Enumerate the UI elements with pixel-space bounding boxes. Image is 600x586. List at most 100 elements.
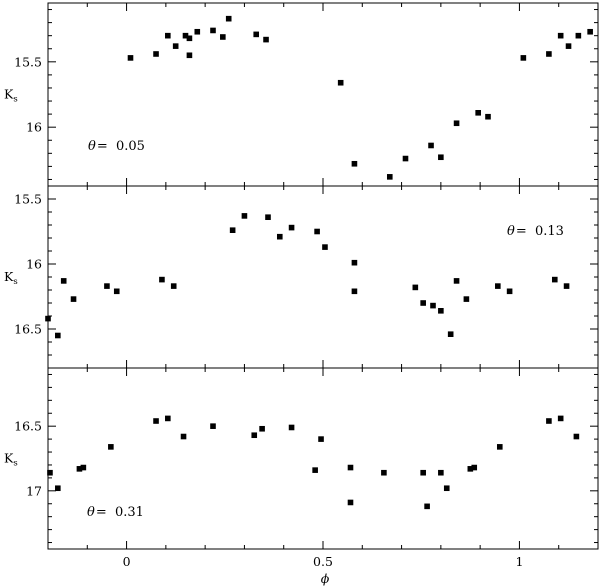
y-axis-label: Ks (4, 451, 18, 469)
theta-annotation: θ= 0.05 (88, 139, 145, 154)
data-point (424, 503, 430, 510)
data-point (180, 433, 187, 440)
data-point (153, 51, 159, 57)
data-point (471, 464, 478, 471)
data-point (314, 228, 320, 235)
panel-frame (47, 185, 599, 369)
data-point (386, 174, 393, 180)
panel-top: 15.5 16 Ks θ= 0.05 (4, 2, 599, 187)
data-point (438, 154, 444, 161)
data-point (60, 278, 67, 284)
data-point (381, 469, 387, 476)
data-point (70, 296, 77, 302)
data-point (420, 300, 426, 306)
data-point (55, 332, 61, 339)
y-tick-label: 16 (26, 120, 42, 135)
data-point (575, 32, 582, 39)
data-point (55, 485, 61, 492)
data-point (496, 444, 503, 450)
data-point (428, 142, 434, 149)
data-point (347, 499, 354, 506)
panel-bottom: 16.5 17 0 0.5 1 Ks ϕ θ= 0.31 (4, 367, 599, 586)
y-tick-label: 16.5 (14, 419, 42, 434)
data-point (520, 55, 527, 61)
y-tick-label: 16.5 (14, 322, 42, 337)
data-point (563, 283, 570, 289)
panel-middle: 15.5 16 16.5 Ks θ= 0.13 (4, 185, 599, 369)
x-axis-label: ϕ (321, 571, 330, 586)
data-point (80, 464, 87, 471)
data-point (467, 466, 474, 472)
y-axis-label: Ks (4, 87, 18, 105)
data-point (225, 15, 232, 22)
data-point (322, 244, 328, 250)
data-point (495, 283, 501, 289)
data-point (438, 308, 444, 314)
data-point (194, 28, 201, 35)
data-point (113, 288, 120, 295)
data-point (351, 288, 358, 295)
data-point (347, 464, 354, 471)
data-point (402, 155, 409, 162)
data-point (312, 467, 318, 473)
data-point (565, 43, 572, 49)
y-tick-label: 17 (26, 483, 42, 498)
data-point (104, 283, 110, 289)
x-tick-label: 0 (123, 554, 131, 569)
data-point (420, 469, 426, 476)
data-point (551, 276, 558, 283)
data-point (443, 485, 450, 492)
data-point (557, 415, 564, 422)
data-point (265, 214, 271, 220)
data-point (263, 36, 269, 43)
panel-frame (47, 367, 599, 550)
y-tick-label: 15.5 (14, 54, 42, 69)
data-point (45, 315, 51, 322)
data-point (546, 418, 552, 424)
data-point (47, 469, 53, 476)
data-point (259, 425, 265, 432)
data-point (165, 415, 171, 422)
data-point (127, 55, 134, 61)
data-point (253, 31, 260, 38)
data-point (351, 259, 358, 266)
data-point (241, 213, 248, 219)
data-point (210, 27, 216, 34)
data-point (229, 227, 236, 233)
theta-annotation: θ= 0.31 (87, 505, 144, 520)
data-point (430, 302, 436, 309)
data-point (76, 466, 83, 472)
data-point (220, 34, 226, 40)
data-point (159, 276, 165, 283)
data-point (557, 32, 564, 39)
panel-frame (47, 2, 599, 187)
data-point (318, 436, 324, 442)
data-point (186, 35, 193, 42)
data-point (453, 120, 460, 127)
data-point (251, 432, 258, 439)
data-point (463, 296, 470, 302)
x-tick-label: 1 (515, 554, 523, 569)
x-tick-label: 0.5 (313, 554, 333, 569)
data-point (186, 52, 193, 59)
data-point (587, 28, 593, 35)
data-point (288, 224, 295, 231)
y-tick-label: 15.5 (14, 192, 42, 207)
data-point (438, 469, 444, 476)
data-point (337, 79, 344, 86)
data-point (165, 32, 171, 39)
data-point (475, 110, 481, 116)
data-point (153, 418, 159, 424)
data-point (182, 32, 189, 39)
data-point (453, 278, 460, 284)
data-point (108, 444, 114, 450)
y-axis-label: Ks (4, 269, 18, 287)
data-point (485, 113, 491, 120)
data-point (351, 160, 358, 167)
data-point (170, 283, 177, 289)
data-point (412, 284, 419, 291)
data-point (573, 433, 580, 440)
y-tick-label: 16 (26, 257, 42, 272)
data-point (288, 424, 295, 431)
